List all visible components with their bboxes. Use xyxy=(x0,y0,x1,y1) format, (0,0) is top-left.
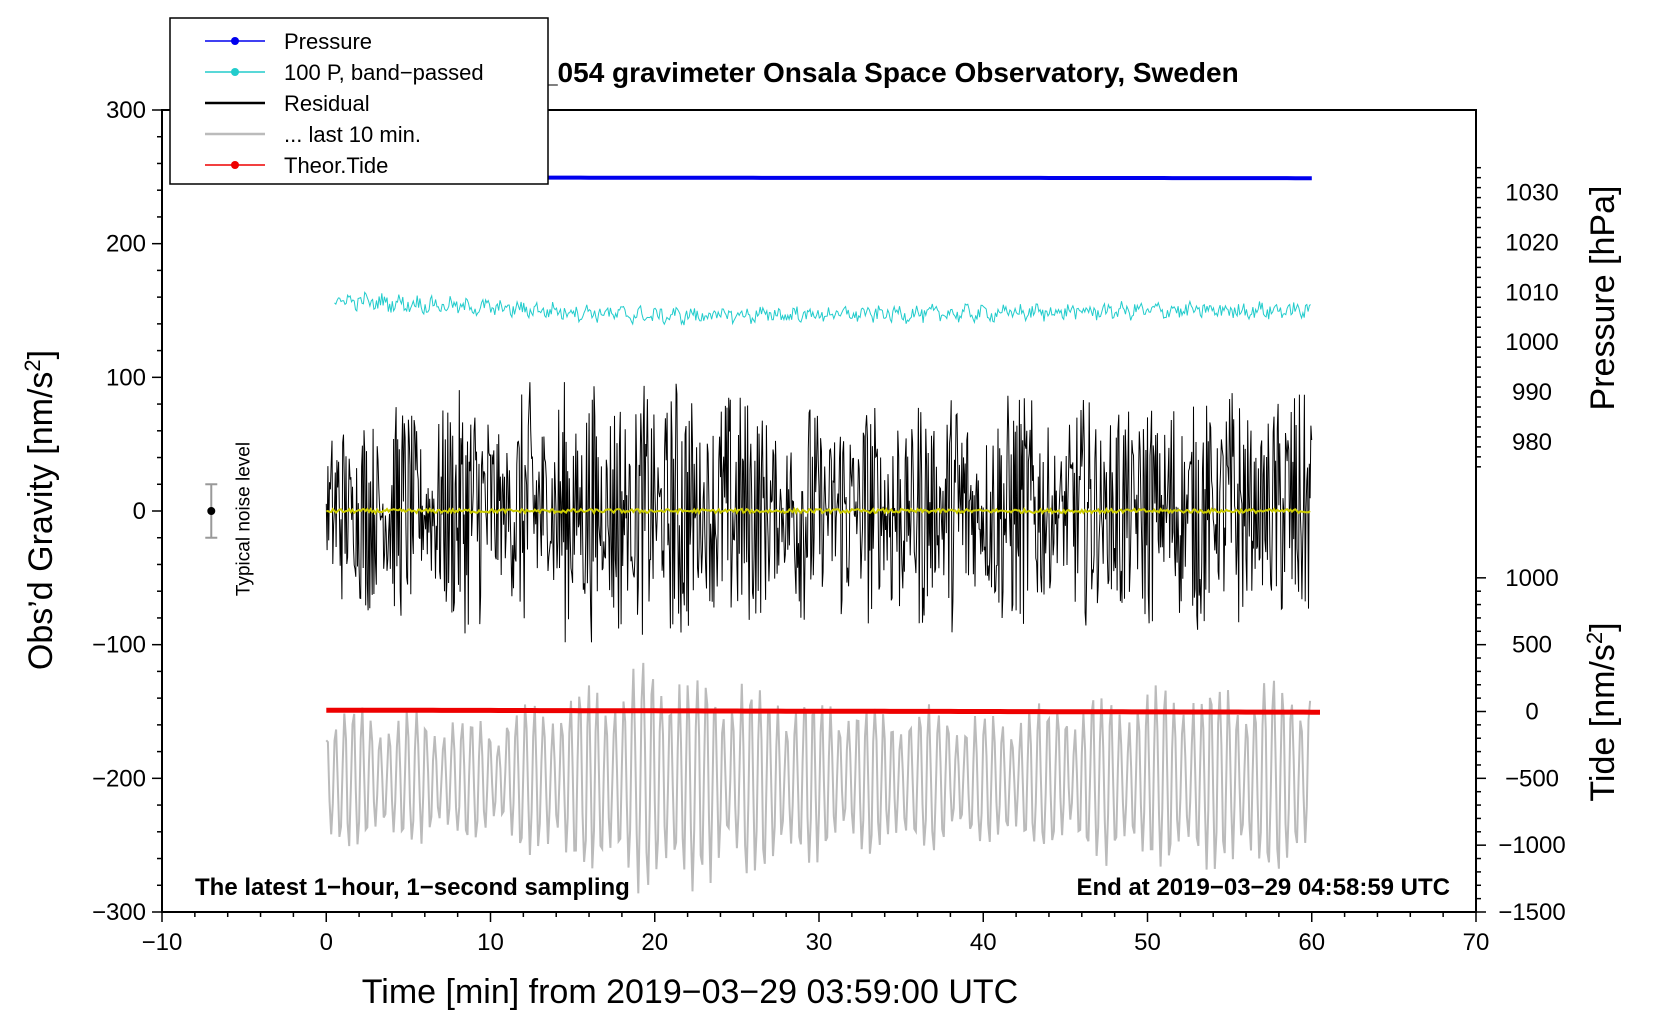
pressure-axis: 980 990 1000 1010 1020 1030 xyxy=(1476,166,1559,468)
series-residual-line xyxy=(325,382,1313,643)
y-tick-label: 200 xyxy=(106,231,146,258)
y-axis-title-text: Obs’d Gravity [nm/s xyxy=(22,372,60,671)
x-tick-label: 40 xyxy=(970,929,997,956)
x-tick-label: 50 xyxy=(1134,929,1161,956)
x-tick-label: 70 xyxy=(1463,929,1490,956)
annotation-latest-hour: The latest 1−hour, 1−second sampling xyxy=(195,874,630,901)
legend: Pressure 100 P, band−passed Residual ... la… xyxy=(169,17,549,185)
y-axis-title: Obs’d Gravity [nm/s2] xyxy=(20,350,60,670)
y-tick-label: −300 xyxy=(92,899,146,926)
x-axis: −10 0 10 20 30 40 50 60 70 xyxy=(142,912,1490,956)
x-axis-title: Time [min] from 2019−03−29 03:59:00 UTC xyxy=(362,973,1018,1011)
x-tick-label: 10 xyxy=(477,929,504,956)
pressure-tick-label: 1020 xyxy=(1505,229,1558,256)
y-axis-title-sup: 2 xyxy=(20,359,45,371)
pressure-tick-label: 1030 xyxy=(1505,180,1558,207)
x-tick-label: 60 xyxy=(1298,929,1325,956)
y-tick-label: 300 xyxy=(106,97,146,124)
x-tick-label: 20 xyxy=(641,929,668,956)
tide-axis-title-text: Tide [nm/s xyxy=(1584,644,1622,801)
annotation-end-time: End at 2019−03−29 04:58:59 UTC xyxy=(1076,874,1450,901)
series-theor-tide-line xyxy=(326,707,1320,715)
pressure-tick-label: 1000 xyxy=(1505,329,1558,356)
series-band-passed-line xyxy=(334,291,1311,326)
tide-axis-title: Tide [nm/s2] xyxy=(1582,622,1622,801)
y-tick-label: 0 xyxy=(133,498,146,525)
series-layer xyxy=(325,175,1320,894)
tide-tick-label: −1500 xyxy=(1498,899,1565,926)
noise-label: Typical noise level xyxy=(233,442,254,596)
x-tick-label: 30 xyxy=(806,929,833,956)
tide-axis: −1500 −1000 −500 0 500 1000 xyxy=(1476,565,1566,926)
x-tick-label: 0 xyxy=(320,929,333,956)
legend-label: Pressure xyxy=(284,29,372,54)
legend-marker xyxy=(231,68,239,76)
chart-title: SCG_054 gravimeter Onsala Space Observat… xyxy=(481,57,1238,88)
series-last-10-min-line xyxy=(325,662,1312,894)
y-tick-label: −200 xyxy=(92,765,146,792)
legend-label: Theor.Tide xyxy=(284,153,388,178)
y-axis-title-end: ] xyxy=(22,350,60,359)
legend-marker xyxy=(231,37,239,45)
tide-tick-label: 1000 xyxy=(1505,565,1558,592)
legend-label: ... last 10 min. xyxy=(284,122,421,147)
pressure-tick-label: 990 xyxy=(1512,379,1552,406)
series-smoothed-line xyxy=(326,506,1311,516)
y-tick-label: 100 xyxy=(106,364,146,391)
y-axis: −300 −200 −100 0 100 200 300 xyxy=(92,97,162,926)
legend-marker xyxy=(231,161,239,169)
legend-label: Residual xyxy=(284,91,370,116)
pressure-tick-label: 1010 xyxy=(1505,279,1558,306)
legend-box xyxy=(169,17,549,185)
legend-label: 100 P, band−passed xyxy=(284,60,484,85)
x-tick-label: −10 xyxy=(142,929,183,956)
tide-axis-title-end: ] xyxy=(1584,622,1622,631)
tide-tick-label: 0 xyxy=(1525,699,1538,726)
pressure-axis-title: Pressure [hPa] xyxy=(1584,186,1622,411)
y-tick-label: −100 xyxy=(92,632,146,659)
tide-axis-title-sup: 2 xyxy=(1582,632,1607,644)
noise-point xyxy=(207,507,216,515)
tide-tick-label: 500 xyxy=(1512,632,1552,659)
noise-marker: Typical noise level xyxy=(205,442,254,596)
tide-tick-label: −500 xyxy=(1505,765,1559,792)
pressure-tick-label: 980 xyxy=(1512,429,1552,456)
tide-tick-label: −1000 xyxy=(1498,832,1565,859)
